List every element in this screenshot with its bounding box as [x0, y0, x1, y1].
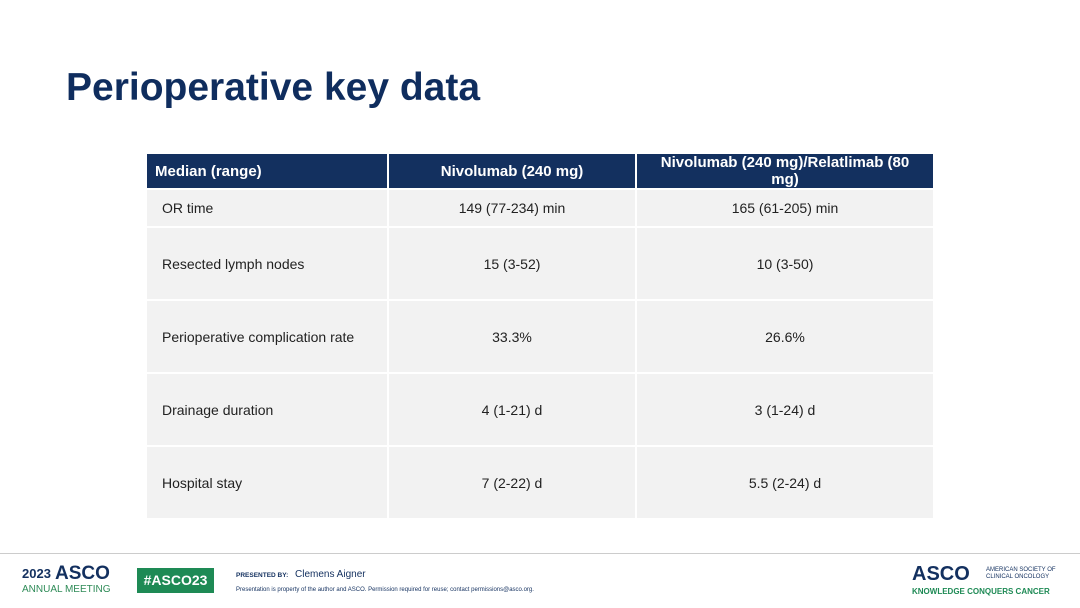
- table-cell: 26.6%: [635, 299, 933, 373]
- column-header: Nivolumab (240 mg): [387, 154, 636, 189]
- logo-society: AMERICAN SOCIETY OF CLINICAL ONCOLOGY: [986, 567, 1056, 580]
- table-row: Hospital stay 7 (2-22) d 5.5 (2-24) d: [147, 445, 933, 518]
- footer-rule: [0, 553, 1080, 554]
- table-cell: 165 (61-205) min: [635, 188, 933, 227]
- meeting-year: 2023: [22, 566, 51, 581]
- table-cell: 3 (1-24) d: [635, 372, 933, 446]
- row-label: Hospital stay: [147, 445, 388, 518]
- presenter: Clemens Aigner: [295, 569, 366, 580]
- table-cell: 149 (77-234) min: [387, 188, 636, 227]
- row-label: Perioperative complication rate: [147, 299, 388, 373]
- data-table: Median (range) Nivolumab (240 mg) Nivolu…: [147, 154, 933, 518]
- asco-logo: ASCO: [912, 563, 970, 585]
- meeting-brand: ASCO: [55, 563, 110, 584]
- row-label: Drainage duration: [147, 372, 388, 446]
- table-cell: 10 (3-50): [635, 226, 933, 300]
- table-cell: 33.3%: [387, 299, 636, 373]
- logo-tagline: KNOWLEDGE CONQUERS CANCER: [912, 587, 1050, 596]
- table-cell: 7 (2-22) d: [387, 445, 636, 518]
- slide-title: Perioperative key data: [66, 66, 481, 109]
- disclaimer: Presentation is property of the author a…: [236, 587, 534, 593]
- column-header: Nivolumab (240 mg)/Relatlimab (80 mg): [635, 154, 933, 189]
- row-label: Resected lymph nodes: [147, 226, 388, 300]
- table-row: Resected lymph nodes 15 (3-52) 10 (3-50): [147, 226, 933, 300]
- table-row: Perioperative complication rate 33.3% 26.6…: [147, 299, 933, 373]
- presented-by-label: PRESENTED BY:: [236, 572, 289, 579]
- table-row: OR time 149 (77-234) min 165 (61-205) min: [147, 188, 933, 227]
- hashtag: #ASCO23: [137, 568, 214, 593]
- header-row: Median (range) Nivolumab (240 mg) Nivolu…: [147, 154, 933, 189]
- table-cell: 4 (1-21) d: [387, 372, 636, 446]
- table-cell: 15 (3-52): [387, 226, 636, 300]
- meeting-name: ANNUAL MEETING: [22, 584, 111, 595]
- column-header: Median (range): [147, 154, 388, 189]
- row-label: OR time: [147, 188, 388, 227]
- table-cell: 5.5 (2-24) d: [635, 445, 933, 518]
